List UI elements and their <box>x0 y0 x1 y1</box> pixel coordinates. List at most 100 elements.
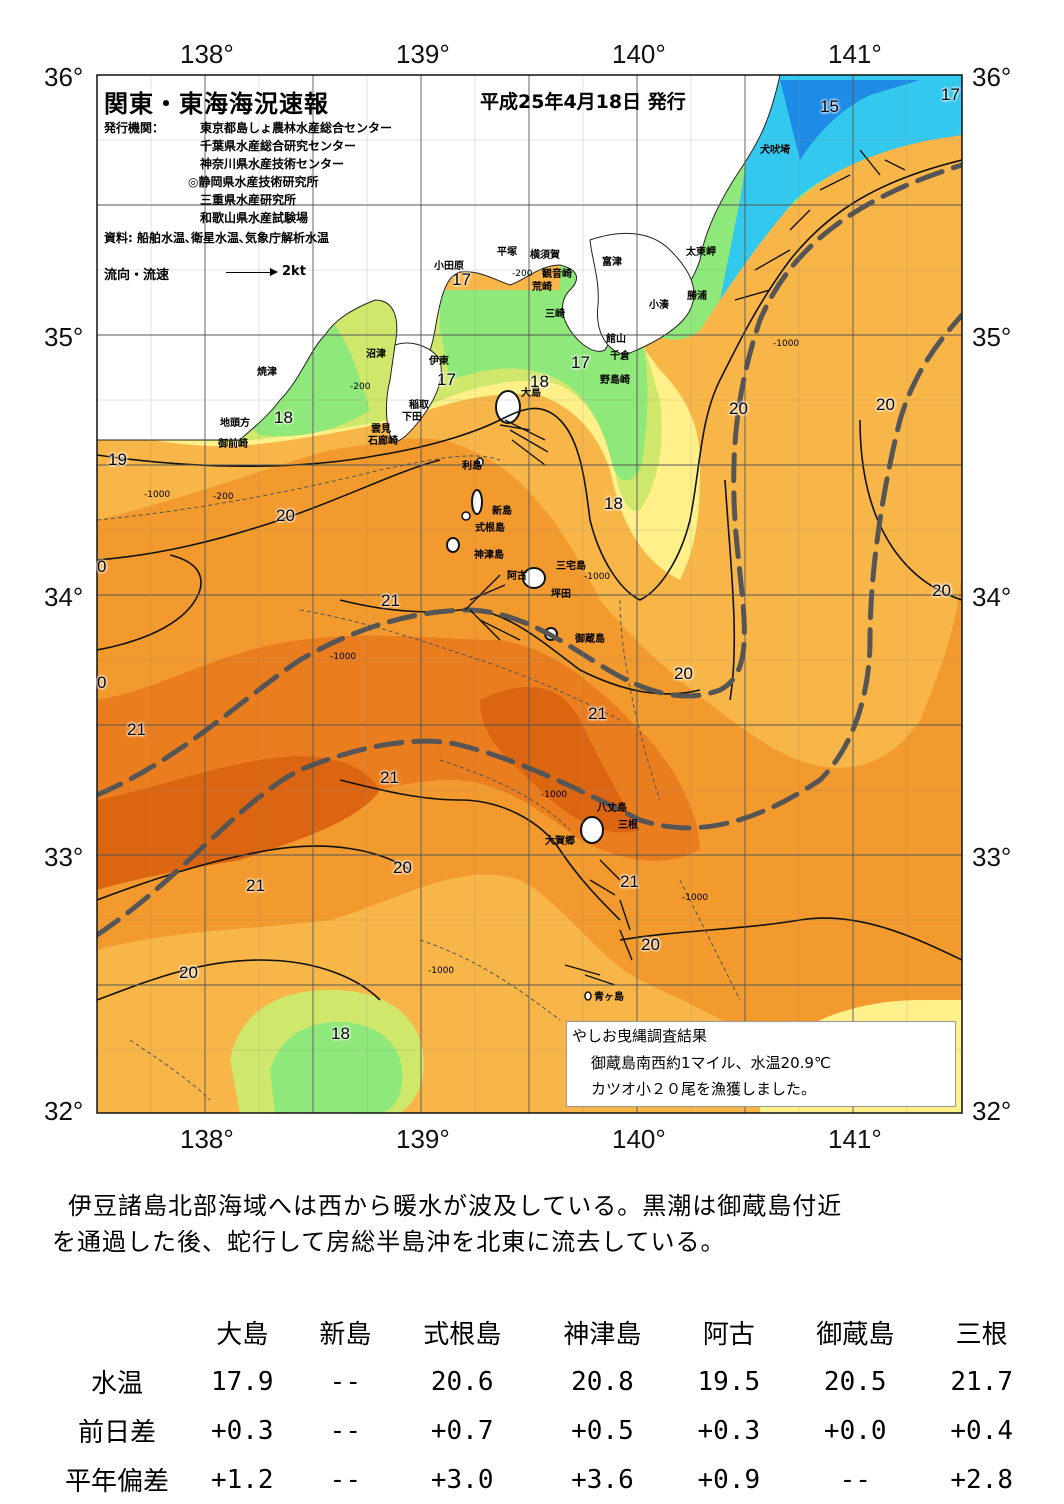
table-cell: -- <box>839 1464 871 1495</box>
isotherm-label: 20 <box>179 963 198 982</box>
table-cell: +1.2 <box>210 1464 274 1495</box>
depth-label: -1000 <box>330 652 357 662</box>
legend-arrow-line <box>226 272 274 273</box>
isotherm-label: 20 <box>729 399 748 418</box>
table-cell: +0.3 <box>210 1415 274 1446</box>
isotherm-label: 0 <box>97 557 107 576</box>
table-cell: +0.9 <box>697 1464 761 1495</box>
isotherm-label: 18 <box>604 494 623 513</box>
place-miyakejima: 三宅島 <box>556 561 586 572</box>
map-title: 関東・東海海況速報 <box>104 90 329 118</box>
isotherm-label: 15 <box>820 97 839 116</box>
data-sources: 資料: 船舶水温､衛星水温､気象庁解析水温 <box>104 231 329 245</box>
depth-label: -200 <box>512 269 533 279</box>
table-cell: 20.8 <box>571 1366 634 1397</box>
island-miyakejima <box>522 567 546 589</box>
island-kozushima <box>446 537 460 553</box>
issue-date: 平成25年4月18日 発行 <box>480 91 686 113</box>
isotherm-label: 17 <box>437 370 456 389</box>
place-hiratsuka: 平塚 <box>497 247 517 258</box>
isotherm-label: 19 <box>108 450 127 469</box>
place-oshima: 大島 <box>521 388 541 399</box>
isotherm-label: 21 <box>588 704 607 723</box>
place-mitsune: 三根 <box>618 820 638 831</box>
place-kannonzaki: 観音崎 <box>542 269 572 280</box>
isotherm-label: 20 <box>876 395 895 414</box>
depth-label: -1000 <box>682 893 709 903</box>
place-nojimazaki: 野島崎 <box>600 375 630 386</box>
place-yokosuka: 横須賀 <box>530 250 560 261</box>
summary-line-1: 伊豆諸島北部海域へは西から暖水が波及している。黒潮は御蔵島付近 <box>68 1192 843 1220</box>
station-kozushima: 神津島 <box>563 1320 642 1350</box>
table-cell: 21.7 <box>950 1366 1013 1397</box>
legend-scale: 2kt <box>282 264 306 279</box>
isotherm-label: 20 <box>393 858 412 877</box>
station-mitsune: 三根 <box>955 1320 1008 1350</box>
place-kumomi: 雲見 <box>371 424 391 435</box>
depth-label: -1000 <box>773 339 800 349</box>
depth-label: -200 <box>213 492 234 502</box>
lat-label-34: 34° <box>44 582 83 612</box>
org-wakayama: 和歌山県水産試験場 <box>200 211 309 225</box>
isotherm-label: 20 <box>641 935 660 954</box>
lon-label-139-bottom: 139° <box>396 1124 450 1154</box>
place-tateyama: 館山 <box>606 334 626 345</box>
table-cell: +0.3 <box>697 1415 761 1446</box>
lat-label-32-right: 32° <box>972 1096 1011 1126</box>
island-oshima <box>495 390 521 424</box>
place-jitogata: 地頭方 <box>220 418 250 429</box>
place-tsubota: 坪田 <box>551 589 571 600</box>
lat-label-33-right: 33° <box>972 842 1011 872</box>
org-tokyo: 東京都島しょ農林水産総合センター <box>200 121 393 135</box>
land-izu <box>386 342 442 442</box>
place-irozaki: 石廊崎 <box>368 436 398 447</box>
island-hachijojima <box>580 816 604 844</box>
place-kominato: 小湊 <box>649 300 669 311</box>
survey-note: やしお曳縄調査結果 御蔵島南西約1マイル、水温20.9℃ カツオ小２０尾を漁獲し… <box>566 1021 956 1107</box>
map-canvas: 138° 139° 140° 141° 138° 139° 140° 141° … <box>44 39 1011 1154</box>
note-line-1: やしお曳縄調査結果 <box>572 1027 708 1045</box>
place-shimoda: 下田 <box>402 412 422 423</box>
station-mikurajima: 御蔵島 <box>816 1320 895 1350</box>
place-omaezaki: 御前崎 <box>218 439 248 450</box>
lat-label-35-right: 35° <box>972 322 1011 352</box>
org-mie: 三重県水産研究所 <box>200 193 297 207</box>
lon-label-139: 139° <box>396 39 450 69</box>
isotherm-label: 18 <box>331 1024 350 1043</box>
lon-label-141-bottom: 141° <box>828 1124 882 1154</box>
legend-arrow-head <box>270 268 278 276</box>
table-cell: -- <box>329 1464 361 1495</box>
table-cell: -- <box>329 1415 361 1446</box>
legend-label: 流向・流速 <box>104 268 170 283</box>
depth-label: -1000 <box>144 490 171 500</box>
isotherm-label: 21 <box>381 591 400 610</box>
isotherm-label: 18 <box>530 372 549 391</box>
isotherm-label: 20 <box>932 581 951 600</box>
place-kozushima: 神津島 <box>474 550 504 561</box>
lat-label-36: 36° <box>44 62 83 92</box>
place-toshima: 利島 <box>462 461 482 472</box>
note-line-2: 御蔵島南西約1マイル、水温20.9℃ <box>591 1054 831 1072</box>
station-shikinejima: 式根島 <box>423 1320 502 1350</box>
kuroshio-axis <box>97 162 962 938</box>
depth-label: -1000 <box>428 966 455 976</box>
place-mikurajima: 御蔵島 <box>575 634 605 645</box>
island-aogashima <box>584 991 592 1001</box>
lat-label-36-right: 36° <box>972 62 1011 92</box>
summary-line-2: を通過した後、蛇行して房総半島沖を北東に流去している。 <box>52 1228 726 1256</box>
row-label-normal-anomaly: 平年偏差 <box>64 1467 169 1497</box>
depth-label: -200 <box>350 382 371 392</box>
place-aogashima: 青ヶ島 <box>594 992 624 1003</box>
lon-label-138: 138° <box>180 39 234 69</box>
table-cell: 19.5 <box>697 1366 761 1397</box>
table-cell: +3.0 <box>430 1464 494 1495</box>
table-cell: +0.0 <box>823 1415 887 1446</box>
lat-label-33: 33° <box>44 842 83 872</box>
minor-grid <box>97 75 962 1113</box>
table-cell: 20.6 <box>430 1366 494 1397</box>
isotherm-label: 0 <box>97 673 107 692</box>
table-cell: +0.5 <box>571 1415 634 1446</box>
row-label-day-diff: 前日差 <box>77 1418 156 1448</box>
table-row: 平年偏差 +1.2 -- +3.0 +3.6 +0.9 -- +2.8 <box>48 1455 1038 1504</box>
lon-label-141: 141° <box>828 39 882 69</box>
